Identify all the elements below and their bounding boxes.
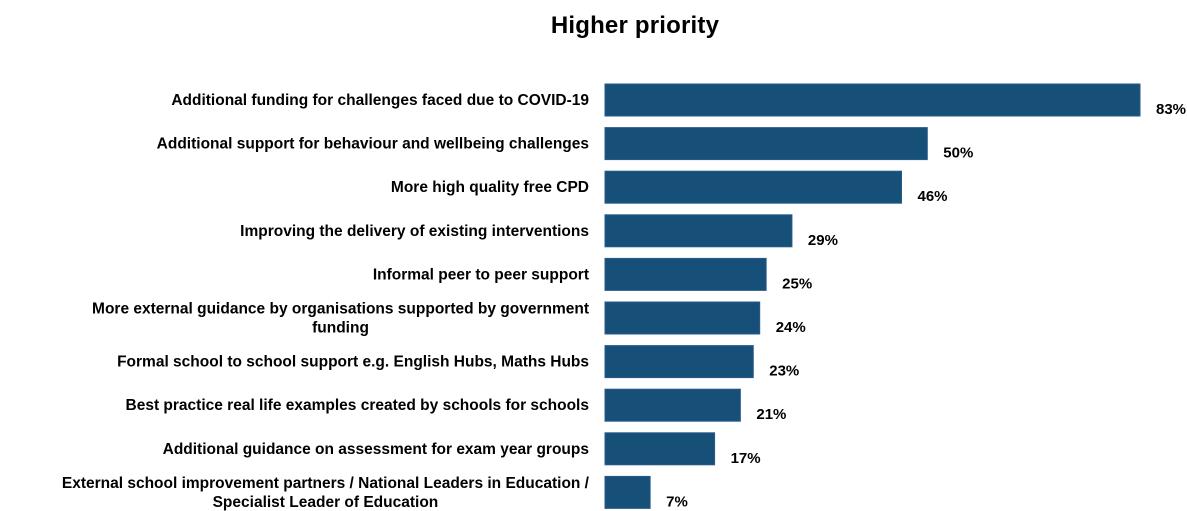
- value-label: 29%: [808, 232, 838, 249]
- bar: [604, 127, 928, 161]
- value-label: 50%: [943, 145, 973, 162]
- value-label: 46%: [918, 188, 948, 205]
- bar: [604, 214, 793, 248]
- value-label: 25%: [782, 275, 812, 292]
- category-label: Informal peer to peer support: [373, 266, 589, 283]
- category-label: External school improvement partners / N…: [62, 475, 590, 511]
- bar: [604, 170, 903, 204]
- value-label: 21%: [756, 406, 786, 423]
- category-label: Additional support for behaviour and wel…: [157, 136, 589, 153]
- category-label: Additional guidance on assessment for ex…: [163, 441, 589, 458]
- category-labels: Additional funding for challenges faced …: [62, 92, 590, 511]
- value-label: 17%: [731, 450, 761, 467]
- category-label: Improving the delivery of existing inter…: [240, 223, 589, 240]
- category-label: More high quality free CPD: [391, 179, 589, 196]
- value-labels: 83% 50% 46% 29% 25% 24% 23% 21% 17% 7%: [666, 101, 1186, 510]
- bar: [604, 432, 716, 466]
- bars: [604, 83, 1141, 509]
- value-label: 23%: [769, 363, 799, 380]
- bar: [604, 83, 1141, 117]
- value-label: 83%: [1156, 101, 1186, 118]
- value-label: 24%: [776, 319, 806, 336]
- bar: [604, 301, 761, 335]
- bar: [604, 257, 767, 291]
- category-label: Formal school to school support e.g. Eng…: [117, 354, 589, 371]
- bar: [604, 345, 754, 379]
- chart-title: Higher priority: [550, 12, 720, 39]
- category-label: Additional funding for challenges faced …: [171, 92, 589, 109]
- category-label: More external guidance by organisations …: [92, 301, 589, 337]
- bar: [604, 475, 651, 509]
- value-label: 7%: [666, 493, 688, 510]
- category-label: Best practice real life examples created…: [126, 397, 589, 414]
- bar: [604, 388, 741, 422]
